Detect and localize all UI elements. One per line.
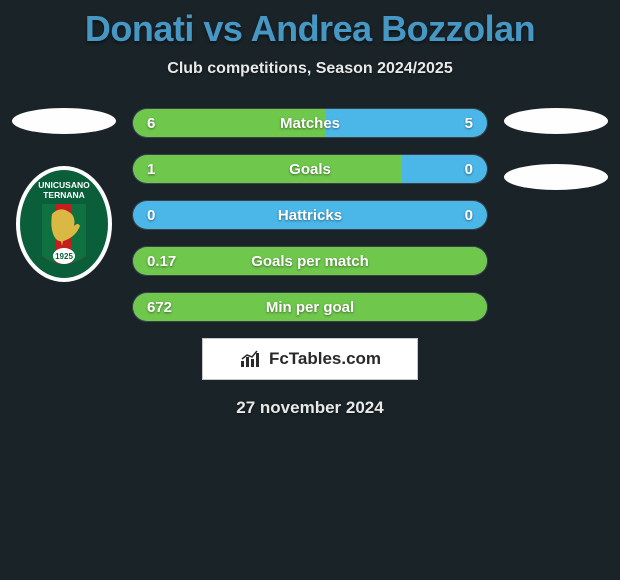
left-player-col: UNICUSANO TERNANA 1925 (8, 108, 120, 418)
right-player-col (500, 108, 612, 418)
page-title: Donati vs Andrea Bozzolan (0, 8, 620, 50)
right-player-avatar (504, 108, 608, 134)
page-subtitle: Club competitions, Season 2024/2025 (0, 60, 620, 78)
left-player-avatar (12, 108, 116, 134)
stat-row-goals: 1 Goals 0 (132, 154, 488, 184)
chart-icon (239, 349, 263, 369)
stat-right-value: 0 (465, 201, 473, 229)
comparison-panel: UNICUSANO TERNANA 1925 6 Matches 5 1 Goa… (0, 108, 620, 418)
stat-label: Matches (133, 109, 487, 137)
svg-text:UNICUSANO: UNICUSANO (38, 180, 90, 190)
stat-label: Min per goal (133, 293, 487, 321)
stat-row-mpg: 672 Min per goal (132, 292, 488, 322)
stat-row-hattricks: 0 Hattricks 0 (132, 200, 488, 230)
stat-label: Hattricks (133, 201, 487, 229)
right-club-badge-placeholder (504, 164, 608, 190)
club-year: 1925 (55, 252, 73, 261)
brand-attribution[interactable]: FcTables.com (202, 338, 418, 380)
date-text: 27 november 2024 (132, 398, 488, 418)
stat-right-value: 0 (465, 155, 473, 183)
stat-label: Goals (133, 155, 487, 183)
stat-row-matches: 6 Matches 5 (132, 108, 488, 138)
svg-text:TERNANA: TERNANA (43, 190, 85, 200)
left-club-badge: UNICUSANO TERNANA 1925 (14, 164, 114, 284)
stat-label: Goals per match (133, 247, 487, 275)
brand-text: FcTables.com (269, 349, 381, 369)
stat-row-gpm: 0.17 Goals per match (132, 246, 488, 276)
stats-column: 6 Matches 5 1 Goals 0 0 Hattricks 0 0.17… (120, 108, 500, 418)
stat-right-value: 5 (465, 109, 473, 137)
